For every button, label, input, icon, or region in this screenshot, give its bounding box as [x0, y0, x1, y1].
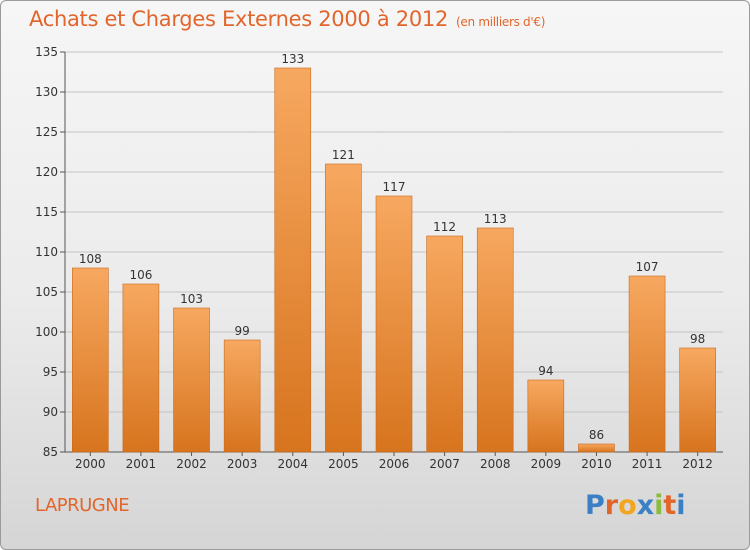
data-label: 99	[235, 324, 250, 338]
bar	[679, 347, 716, 453]
title-unit: (en milliers d'€)	[456, 15, 546, 29]
data-label: 117	[383, 180, 406, 194]
x-tick-label: 2010	[581, 457, 612, 471]
bar	[72, 267, 109, 453]
data-label: 94	[538, 364, 553, 378]
logo-letter: P	[585, 490, 605, 521]
x-tick-label: 2012	[682, 457, 713, 471]
y-tick-label: 130	[35, 85, 58, 99]
y-tick-label: 100	[35, 325, 58, 339]
data-label: 98	[690, 332, 705, 346]
data-label: 113	[484, 212, 507, 226]
x-tick-label: 2008	[480, 457, 511, 471]
bar	[578, 443, 615, 453]
y-tick-label: 105	[35, 285, 58, 299]
bar	[476, 227, 514, 453]
bar	[426, 235, 463, 453]
data-label: 86	[589, 428, 604, 442]
x-tick-label: 2001	[126, 457, 157, 471]
data-label: 133	[281, 52, 304, 66]
x-tick-label: 2011	[632, 457, 663, 471]
data-label: 103	[180, 292, 203, 306]
logo-letter: t	[663, 490, 677, 521]
data-label: 108	[79, 252, 102, 266]
y-tick-label: 135	[35, 45, 58, 59]
data-label: 121	[332, 148, 355, 162]
chart-title: Achats et Charges Externes 2000 à 2012 (e…	[29, 7, 545, 31]
y-tick-label: 115	[35, 205, 58, 219]
bar	[375, 195, 413, 453]
data-label: 106	[129, 268, 152, 282]
x-tick-label: 2002	[176, 457, 207, 471]
logo-letter: o	[618, 490, 637, 521]
data-label: 107	[636, 260, 659, 274]
bar	[173, 307, 210, 453]
commune-name: LAPRUGNE	[35, 495, 130, 516]
x-tick-label: 2000	[75, 457, 106, 471]
x-tick-label: 2006	[379, 457, 410, 471]
bar-layer: 108 106 103 99 133 121 117 112 113 94 86 107 98	[72, 52, 716, 453]
data-label: 112	[433, 220, 456, 234]
logo-letter: x	[636, 490, 655, 521]
y-tick-label: 85	[43, 445, 58, 459]
logo-letter: r	[604, 490, 619, 521]
bar	[527, 379, 565, 453]
x-tick-label: 2005	[328, 457, 359, 471]
y-tick-label: 120	[35, 165, 58, 179]
y-tick-label: 125	[35, 125, 58, 139]
bar	[223, 339, 261, 453]
logo-letter: i	[654, 490, 664, 521]
bar	[325, 163, 362, 453]
y-tick-label: 95	[43, 365, 58, 379]
x-tick-label: 2007	[429, 457, 460, 471]
logo-letter: i	[676, 490, 686, 521]
x-tick-label: 2004	[277, 457, 308, 471]
y-tick-label: 110	[35, 245, 58, 259]
bar	[628, 275, 666, 453]
bar	[274, 67, 312, 453]
x-tick-label: 2003	[227, 457, 258, 471]
x-tick-label: 2009	[531, 457, 562, 471]
bar	[122, 283, 160, 453]
proxiti-logo: Proxiti	[585, 490, 686, 521]
y-tick-label: 90	[43, 405, 58, 419]
title-text: Achats et Charges Externes 2000 à 2012	[29, 7, 449, 31]
